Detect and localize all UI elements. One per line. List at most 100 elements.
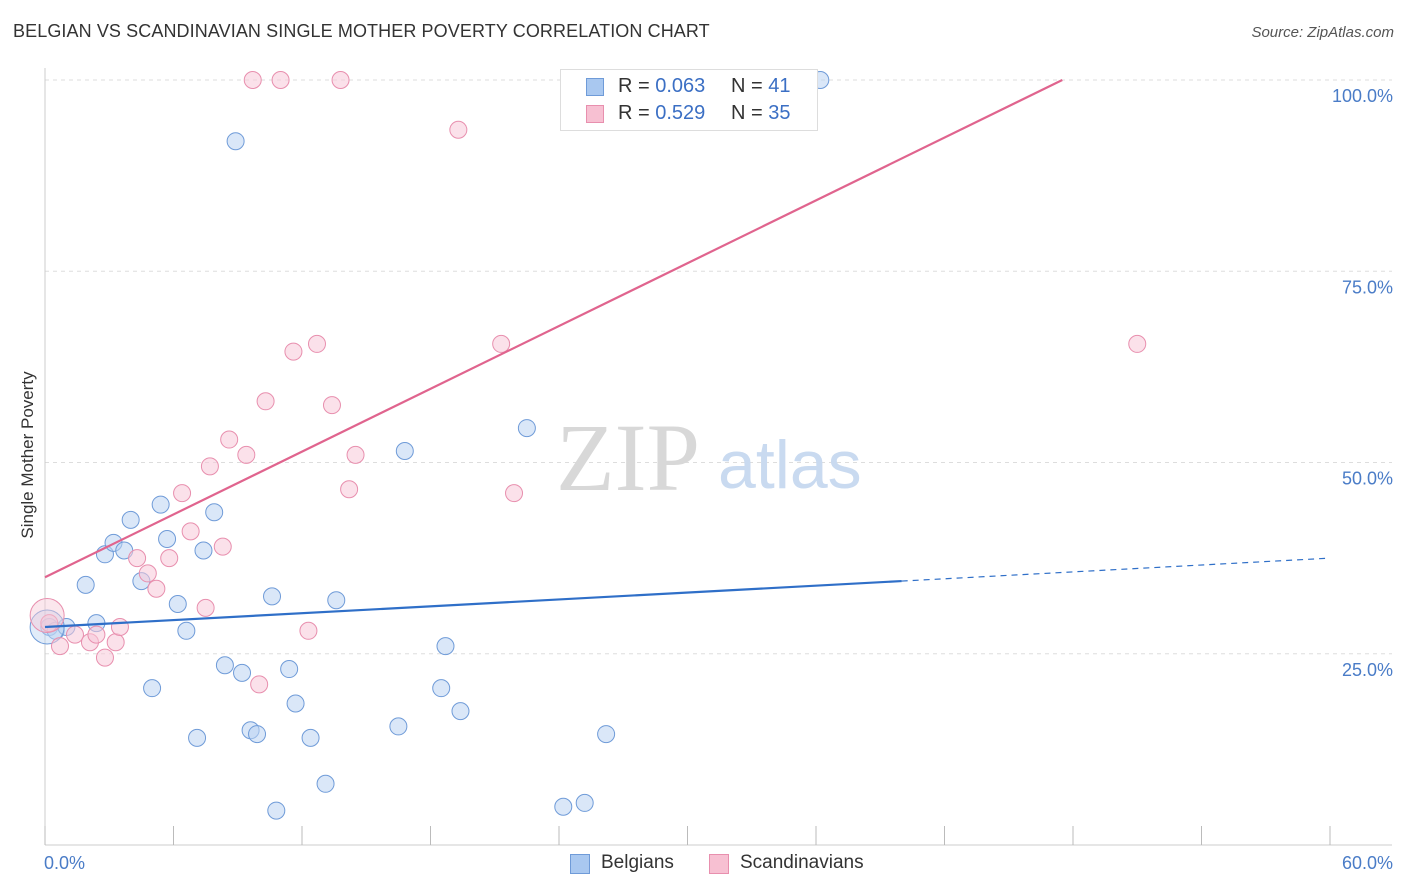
point-belgians — [517, 419, 536, 438]
trend-lines — [44, 79, 1331, 629]
point-belgians — [76, 575, 95, 594]
legend-swatch-scandinavians — [586, 105, 604, 123]
legend-n-label: N = — [731, 102, 769, 124]
point-scandinavians — [87, 625, 106, 644]
point-scandinavians — [160, 549, 179, 568]
legend-r-label: R = — [618, 102, 656, 124]
point-scandinavians — [271, 71, 290, 89]
point-belgians — [143, 679, 162, 698]
point-belgians — [389, 717, 408, 736]
point-scandinavians — [237, 445, 256, 464]
legend-r-value: 0.063 — [655, 75, 706, 97]
legend-swatch-belgians — [586, 78, 604, 96]
y-tick-label: 25.0% — [1342, 660, 1393, 680]
point-scandinavians — [250, 675, 269, 694]
point-scandinavians — [340, 480, 359, 499]
watermark-zip: ZIP — [556, 404, 700, 511]
point-scandinavians — [196, 598, 215, 617]
point-belgians — [158, 530, 177, 548]
point-scandinavians — [243, 71, 262, 89]
legend-n-belgians: N = 41 — [731, 75, 791, 98]
point-scandinavians — [65, 625, 84, 644]
point-belgians — [215, 656, 234, 675]
point-belgians — [177, 621, 196, 640]
point-scandinavians — [492, 334, 511, 353]
point-belgians — [194, 541, 213, 560]
x-tick-label-min: 0.0% — [44, 853, 85, 873]
y-tick-label: 100.0% — [1332, 86, 1393, 106]
correlation-legend: R = 0.063 N = 41 R = 0.529 N = 35 — [560, 69, 818, 131]
point-scandinavians — [50, 637, 69, 656]
point-scandinavians — [173, 484, 192, 503]
point-belgians — [233, 663, 252, 682]
point-scandinavians — [138, 564, 157, 583]
point-belgians — [151, 495, 170, 514]
point-scandinavians — [95, 648, 114, 667]
watermark: ZIP atlas — [556, 404, 862, 511]
point-belgians — [188, 728, 207, 747]
legend-r-scandinavians: R = 0.529 — [618, 102, 705, 125]
point-scandinavians — [128, 549, 147, 568]
point-belgians — [168, 595, 187, 614]
legend-n-scandinavians: N = 35 — [731, 102, 791, 125]
point-scandinavians — [200, 457, 219, 476]
point-belgians — [554, 797, 573, 816]
point-scandinavians — [449, 120, 468, 139]
point-scandinavians — [106, 633, 125, 652]
grid-lines — [45, 79, 1392, 655]
point-scandinavians — [1128, 334, 1147, 353]
x-tick-label-max: 60.0% — [1342, 853, 1393, 873]
axes — [44, 68, 1392, 846]
chart-title: BELGIAN VS SCANDINAVIAN SINGLE MOTHER PO… — [13, 21, 710, 41]
point-scandinavians — [307, 334, 326, 353]
series-swatch-belgians — [570, 854, 590, 874]
y-tick-label: 50.0% — [1342, 469, 1393, 489]
legend-r-belgians: R = 0.063 — [618, 75, 705, 98]
point-belgians — [267, 801, 286, 820]
point-belgians — [286, 694, 305, 713]
point-scandinavians — [256, 392, 275, 411]
legend-r-value: 0.529 — [655, 102, 706, 124]
source-credit: Source: ZipAtlas.com — [1251, 24, 1394, 41]
legend-n-label: N = — [731, 75, 769, 97]
legend-n-value: 41 — [768, 75, 791, 97]
trend-line-scandinavians — [44, 79, 1063, 579]
point-scandinavians — [331, 71, 350, 89]
point-belgians — [575, 793, 594, 812]
point-belgians — [436, 637, 455, 656]
data-points — [29, 71, 1147, 820]
trend-line-belgians — [44, 579, 902, 629]
y-tick-label: 75.0% — [1342, 277, 1393, 297]
watermark-atlas: atlas — [718, 427, 862, 503]
point-belgians — [432, 679, 451, 698]
point-scandinavians — [213, 537, 232, 556]
series-label-belgians: Belgians — [601, 852, 674, 873]
point-scandinavians — [322, 396, 341, 415]
point-belgians — [597, 725, 616, 744]
trend-extension-belgians — [901, 557, 1331, 582]
point-scandinavians — [147, 579, 166, 598]
legend-r-label: R = — [618, 75, 656, 97]
tick-labels: 25.0% 50.0% 75.0% 100.0% 0.0% 60.0% — [44, 86, 1393, 873]
point-belgians — [280, 660, 299, 679]
point-scandinavians — [505, 484, 524, 503]
point-belgians — [301, 728, 320, 747]
point-belgians — [316, 774, 335, 793]
legend-n-value: 35 — [768, 102, 791, 124]
point-belgians — [395, 442, 414, 461]
point-scandinavians — [29, 598, 65, 633]
point-belgians — [226, 132, 245, 151]
point-scandinavians — [284, 342, 303, 361]
point-scandinavians — [299, 621, 318, 640]
point-belgians — [327, 591, 346, 610]
point-belgians — [121, 510, 140, 529]
point-belgians — [451, 702, 470, 721]
point-belgians — [263, 587, 282, 606]
series-label-scandinavians: Scandinavians — [740, 852, 864, 873]
point-belgians — [248, 725, 267, 744]
point-scandinavians — [110, 617, 129, 636]
point-scandinavians — [220, 430, 239, 449]
point-belgians — [205, 503, 224, 522]
point-scandinavians — [181, 522, 200, 541]
